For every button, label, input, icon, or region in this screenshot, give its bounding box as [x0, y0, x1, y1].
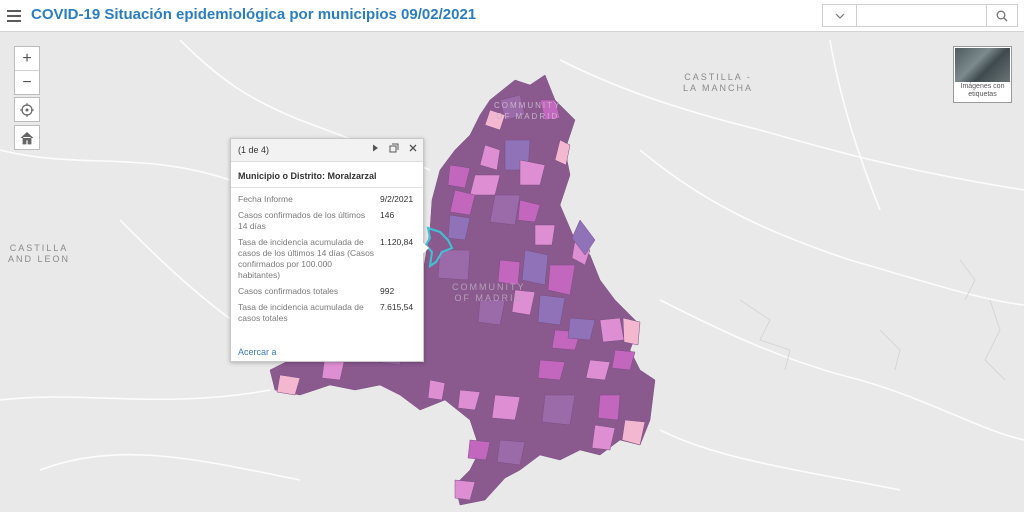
- zoom-in-button[interactable]: +: [22, 49, 32, 67]
- municipality[interactable]: [276, 374, 301, 396]
- popup-pointer: [421, 241, 429, 255]
- table-row: Tasa de incidencia acumulada de casos de…: [238, 235, 416, 284]
- city-label-madrid: COMMUNITY OF MADRID: [494, 101, 562, 121]
- municipality[interactable]: [489, 194, 521, 226]
- municipality[interactable]: [454, 479, 476, 501]
- search-bar: [822, 4, 1018, 27]
- municipality[interactable]: [517, 199, 541, 223]
- region-label-castilla-leon: CASTILLA AND LEON: [8, 243, 71, 264]
- search-dropdown-button[interactable]: [823, 5, 857, 26]
- map-view[interactable]: CASTILLA - LA MANCHA CASTILLA AND LEON C…: [0, 32, 1024, 512]
- attribute-key: Tasa de incidencia acumulada de casos de…: [238, 237, 375, 280]
- zoom-to-link[interactable]: Acercar a: [238, 347, 277, 357]
- attribute-key: Casos confirmados totales: [238, 286, 339, 296]
- map-canvas: [0, 39, 1024, 506]
- popup-title: Municipio o Distrito: Moralzarzal: [231, 162, 423, 188]
- chevron-down-icon: [835, 13, 844, 19]
- table-row: Casos confirmados de los últimos 14 días…: [238, 208, 416, 235]
- locate-button[interactable]: [14, 97, 40, 122]
- municipality[interactable]: [477, 299, 506, 326]
- popup-feature-count: (1 de 4): [238, 145, 270, 155]
- search-icon: [996, 10, 1008, 21]
- municipality[interactable]: [447, 214, 471, 241]
- municipality[interactable]: [484, 109, 506, 131]
- table-row: Tasa de incidencia acumulada de casos to…: [238, 300, 416, 327]
- popup-header: (1 de 4): [231, 139, 423, 162]
- municipality[interactable]: [621, 419, 646, 446]
- municipality[interactable]: [457, 389, 481, 411]
- municipality[interactable]: [554, 139, 571, 166]
- municipality[interactable]: [585, 359, 611, 381]
- next-feature-icon[interactable]: [372, 144, 379, 152]
- home-icon: [20, 131, 34, 144]
- municipality[interactable]: [541, 394, 576, 426]
- municipality[interactable]: [467, 439, 491, 461]
- search-input[interactable]: [857, 5, 987, 26]
- table-row: Fecha Informe 9/2/2021: [238, 192, 416, 208]
- municipality[interactable]: [491, 394, 521, 421]
- basemap-rivers: [739, 259, 1006, 381]
- basemap-label: Imágenes con etiquetas: [960, 83, 1005, 98]
- page-title: COVID-19 Situación epidemiológica por mu…: [31, 6, 477, 23]
- municipality[interactable]: [599, 317, 625, 343]
- dock-icon[interactable]: [389, 143, 399, 153]
- region-label-castilla-la-mancha: CASTILLA - LA MANCHA: [683, 72, 754, 93]
- municipality[interactable]: [427, 379, 446, 401]
- municipality[interactable]: [571, 219, 596, 256]
- municipality[interactable]: [511, 289, 536, 316]
- table-row: Casos confirmados totales 992: [238, 284, 416, 300]
- attribute-key: Casos confirmados de los últimos 14 días: [238, 210, 366, 231]
- attribute-key: Fecha Informe: [238, 194, 293, 204]
- search-button[interactable]: [986, 5, 1017, 26]
- attribute-value: 7.615,54: [380, 302, 414, 312]
- municipality[interactable]: [496, 439, 526, 466]
- municipality[interactable]: [437, 249, 471, 281]
- attribute-key: Tasa de incidencia acumulada de casos to…: [238, 302, 364, 323]
- app-header: COVID-19 Situación epidemiológica por mu…: [0, 0, 1024, 32]
- municipality[interactable]: [521, 249, 549, 286]
- madrid-region[interactable]: [269, 74, 656, 506]
- municipality[interactable]: [534, 224, 556, 246]
- home-button[interactable]: [14, 125, 40, 150]
- municipality[interactable]: [622, 317, 641, 346]
- municipality[interactable]: [591, 424, 616, 451]
- region-label-community-of-madrid: COMMUNITY OF MADRID: [452, 282, 526, 303]
- attribute-value: 146: [380, 210, 395, 220]
- zoom-control: + −: [14, 46, 40, 95]
- municipality[interactable]: [539, 99, 561, 121]
- municipality[interactable]: [537, 359, 566, 381]
- municipality[interactable]: [447, 164, 471, 189]
- menu-icon[interactable]: [7, 10, 21, 22]
- attribute-value: 9/2/2021: [380, 194, 414, 204]
- basemap-thumbnail: [955, 48, 1010, 82]
- municipality[interactable]: [499, 94, 526, 121]
- municipality[interactable]: [567, 317, 596, 341]
- municipality[interactable]: [519, 159, 546, 186]
- basemap-roads: [0, 39, 1024, 491]
- municipality[interactable]: [497, 259, 521, 286]
- locate-icon: [20, 102, 34, 117]
- popup-attribute-table: Fecha Informe 9/2/2021 Casos confirmados …: [238, 192, 416, 327]
- attribute-value: 992: [380, 286, 395, 296]
- municipality[interactable]: [449, 189, 476, 216]
- municipality[interactable]: [611, 349, 636, 371]
- attribute-value: 1.120,84: [380, 237, 414, 247]
- municipality[interactable]: [537, 294, 566, 326]
- feature-popup: (1 de 4) Municipio o Distrito: Moralzarz…: [230, 138, 424, 362]
- municipality[interactable]: [469, 174, 501, 196]
- close-icon[interactable]: [409, 144, 417, 152]
- municipality[interactable]: [597, 394, 621, 421]
- municipality[interactable]: [479, 144, 501, 171]
- municipality[interactable]: [547, 264, 576, 296]
- basemap-toggle[interactable]: Imágenes con etiquetas: [953, 46, 1012, 103]
- zoom-out-button[interactable]: −: [15, 70, 39, 94]
